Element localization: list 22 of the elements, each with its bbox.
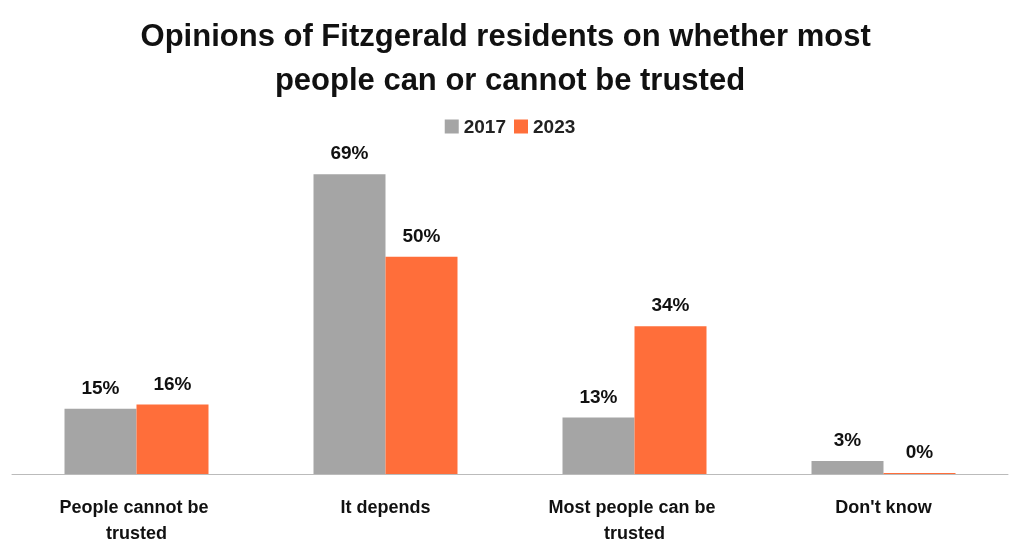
bar xyxy=(634,326,707,474)
bar xyxy=(385,256,458,474)
x-tick-label: Most people can be trusted xyxy=(548,497,721,543)
bar xyxy=(313,174,386,474)
bar xyxy=(64,408,137,474)
x-tick-label: People cannot be trusted xyxy=(59,497,214,543)
data-label: 69% xyxy=(330,142,369,164)
x-tick-label: Don't know xyxy=(835,497,933,517)
data-label: 3% xyxy=(833,428,862,450)
data-label: 15% xyxy=(81,376,120,398)
data-label: 13% xyxy=(579,385,618,407)
data-label: 50% xyxy=(402,224,441,246)
data-label: 0% xyxy=(905,441,934,462)
bar xyxy=(811,460,884,474)
bar xyxy=(136,404,209,474)
legend-label: 2023 xyxy=(533,116,576,137)
x-tick-label: It depends xyxy=(340,497,431,517)
data-label: 16% xyxy=(153,372,192,394)
chart-title: Opinions of Fitzgerald residents on whether most people can or cannot be trusted xyxy=(140,17,880,97)
data-label: 34% xyxy=(651,294,690,316)
legend-label: 2017 xyxy=(463,116,507,137)
bar xyxy=(562,417,635,474)
